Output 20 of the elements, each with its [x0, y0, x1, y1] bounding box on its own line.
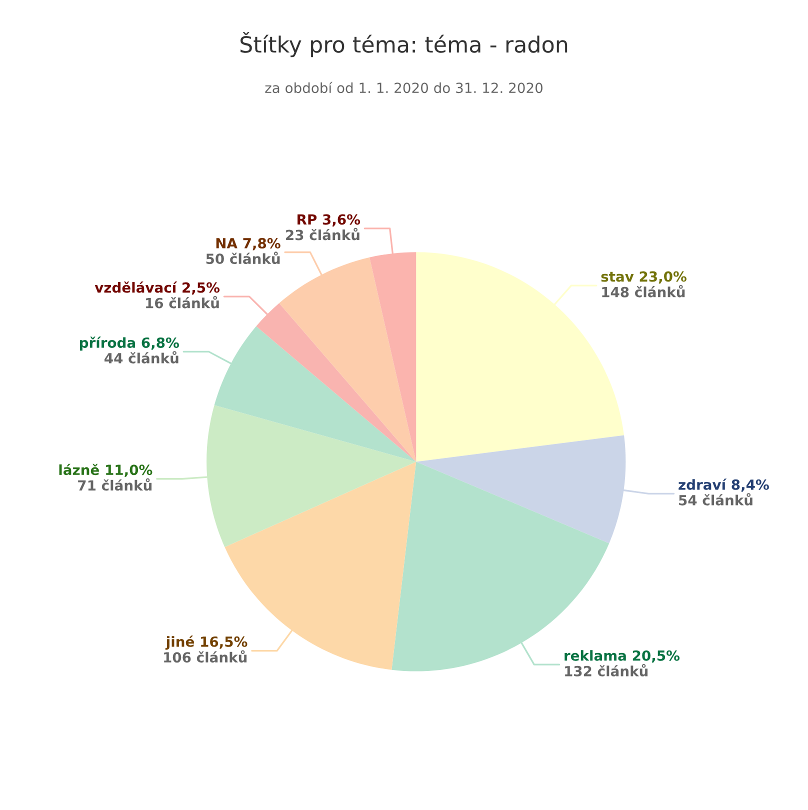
data-label: 54 článků [679, 493, 752, 506]
slice-label: reklama 20,5% [564, 650, 680, 663]
data-label: 50 článků [206, 252, 280, 264]
slice-label: stav 23,0% [601, 271, 686, 284]
data-label: 148 článků [602, 284, 685, 298]
chart-subtitle: za období od 1. 1. 2020 do 31. 12. 2020 [265, 82, 542, 94]
data-label: 23 článků [286, 228, 360, 240]
data-label: 44 článků [104, 351, 178, 364]
data-label: 132 článků [565, 664, 648, 676]
chart-title: Štítky pro téma: téma - radon [240, 32, 568, 58]
slice-label: vzdělávací 2,5% [94, 281, 220, 295]
slice-label: NA 7,8% [216, 238, 280, 250]
slice-label: RP 3,6% [298, 214, 360, 226]
slice-label: jiné 16,5% [165, 636, 248, 650]
data-label: 106 článků [164, 650, 247, 663]
slice-label: zdraví 8,4% [678, 478, 769, 492]
data-label: 71 článků [78, 478, 152, 491]
slice-label: lázně 11,0% [59, 464, 152, 477]
data-label: 16 článků [146, 296, 219, 308]
slice-label: příroda 6,8% [80, 336, 179, 351]
